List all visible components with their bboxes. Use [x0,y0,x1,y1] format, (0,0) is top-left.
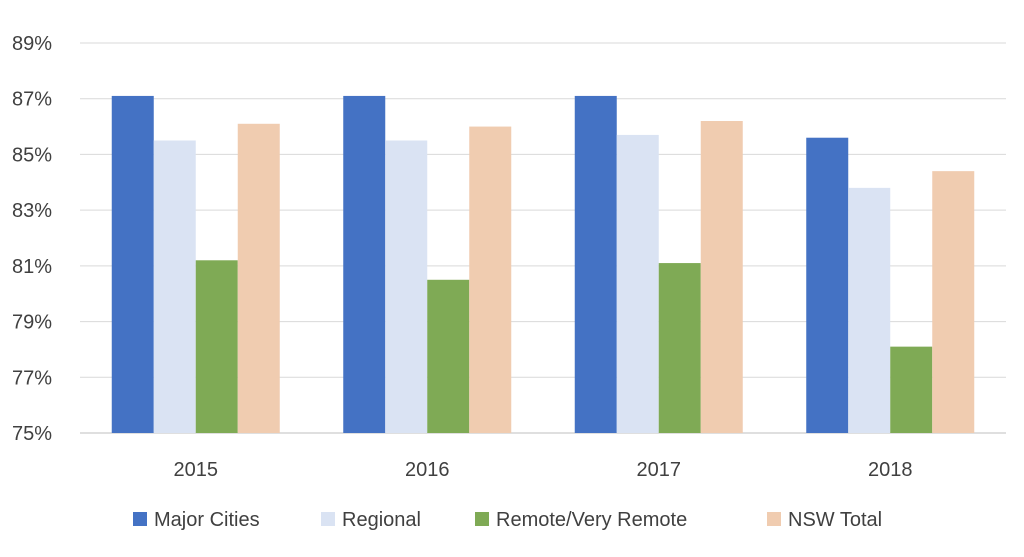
y-tick-label: 85% [12,144,52,166]
bar [385,140,428,433]
bar [237,123,280,434]
y-tick-label: 75% [12,423,52,445]
legend-label: Regional [342,509,421,531]
legend-swatch [475,512,489,526]
legend: Major Cities Regional Remote/Very Remote NS… [133,509,882,531]
bar [195,260,238,433]
legend-label: Major Cities [154,509,260,531]
bar [427,279,470,433]
bar [806,137,849,433]
y-tick-label: 81% [12,256,52,278]
bar [111,95,154,433]
bar [700,121,743,433]
bar [658,263,701,433]
x-tick-label: 2016 [405,459,450,481]
legend-swatch [133,512,147,526]
x-tick-label: 2015 [174,459,219,481]
bar [343,95,386,433]
bar [890,346,933,433]
y-tick-label: 89% [12,33,52,55]
legend-swatch [767,512,781,526]
legend-label: NSW Total [788,509,882,531]
bars [111,95,975,434]
x-tick-label: 2018 [868,459,913,481]
y-tick-label: 83% [12,200,52,222]
bar [574,95,617,433]
legend-label: Remote/Very Remote [496,509,687,531]
y-tick-label: 87% [12,89,52,111]
x-axis: 2015 2016 2017 2018 [174,459,913,481]
bar [153,140,196,433]
legend-swatch [321,512,335,526]
bar [932,171,975,433]
y-tick-label: 79% [12,312,52,334]
bar [616,134,659,433]
x-tick-label: 2017 [637,459,682,481]
bar [848,187,891,433]
bar [469,126,512,434]
y-axis: 75% 77% 79% 81% 83% 85% 87% 89% [12,33,52,445]
y-tick-label: 77% [12,367,52,389]
